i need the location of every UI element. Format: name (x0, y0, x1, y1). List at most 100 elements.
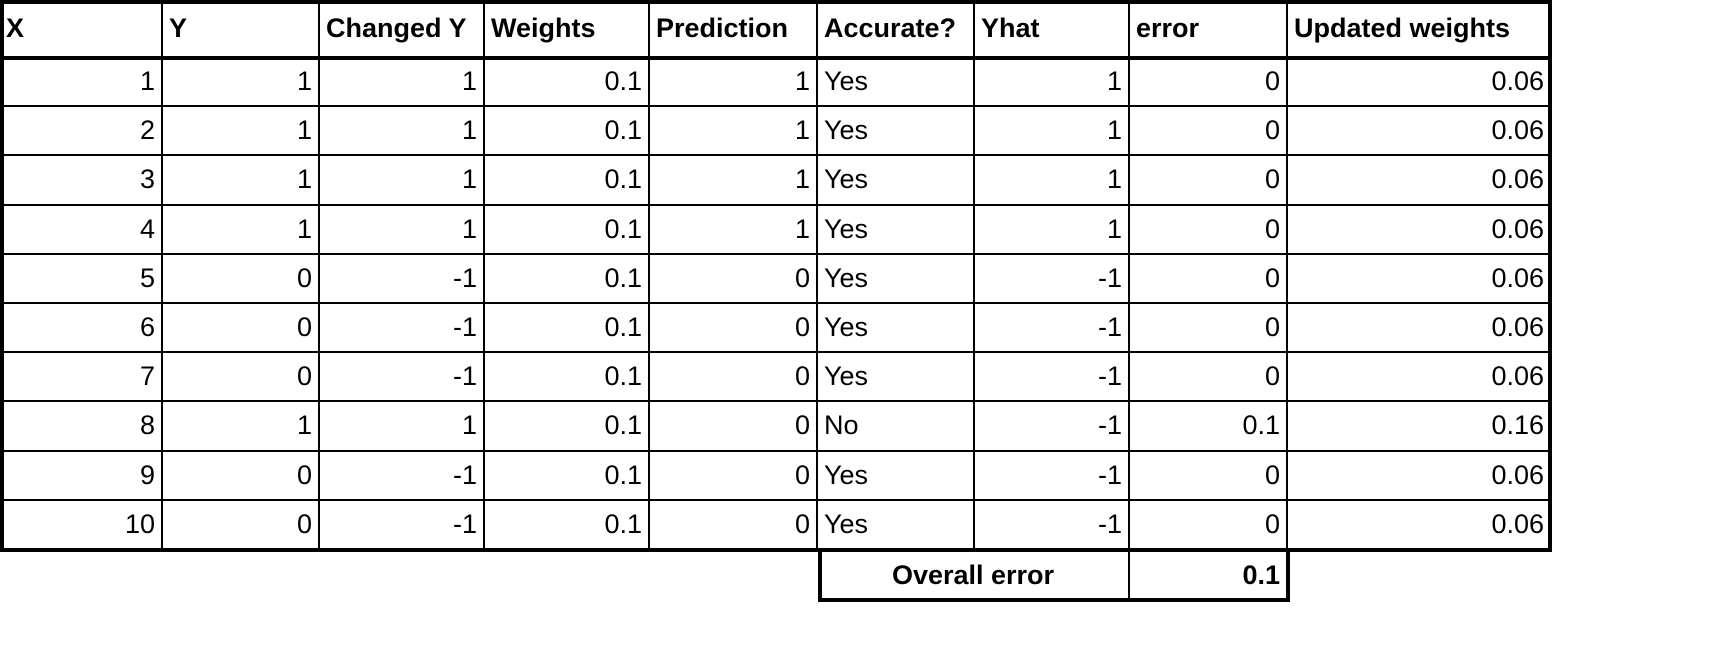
table-cell: 0 (1130, 156, 1288, 206)
table-cell: 0.16 (1288, 402, 1552, 452)
table-cell: 1 (320, 205, 485, 255)
table-cell: 0.1 (485, 254, 650, 304)
table-cell: 0.1 (485, 156, 650, 206)
table-cell: No (818, 402, 975, 452)
table-cell: 1 (975, 205, 1130, 255)
table-cell: 0.1 (485, 58, 650, 108)
table-cell: 6 (0, 304, 163, 354)
table-cell: 0 (1130, 254, 1288, 304)
table-cell: 1 (163, 107, 320, 157)
table-cell: 0.1 (1130, 402, 1288, 452)
table-cell: 0.1 (485, 500, 650, 550)
table-cell: 0.06 (1288, 58, 1552, 108)
table-cell: 9 (0, 451, 163, 501)
table-cell: 1 (0, 58, 163, 108)
table-cell: -1 (320, 304, 485, 354)
table-cell: 0.1 (485, 402, 650, 452)
table-cell: 1 (320, 107, 485, 157)
header-cell: X (0, 0, 163, 58)
table-cell: 0.06 (1288, 254, 1552, 304)
table-cell: 0 (650, 353, 818, 403)
table-cell: -1 (975, 304, 1130, 354)
table-cell: -1 (975, 451, 1130, 501)
table-cell: 3 (0, 156, 163, 206)
table-cell: 1 (163, 402, 320, 452)
table-cell: Yes (818, 304, 975, 354)
header-cell: Changed Y (320, 0, 485, 58)
table-cell: 0 (650, 254, 818, 304)
table-cell: 0 (1130, 353, 1288, 403)
table-cell: 1 (650, 58, 818, 108)
table-cell: 0 (650, 451, 818, 501)
table-cell: 1 (163, 156, 320, 206)
table-cell: 1 (320, 58, 485, 108)
table-cell: 0 (1130, 451, 1288, 501)
header-cell: Updated weights (1288, 0, 1552, 58)
table-cell: -1 (975, 402, 1130, 452)
table-cell: -1 (975, 500, 1130, 550)
table-cell: 1 (650, 107, 818, 157)
table-cell: 1 (320, 156, 485, 206)
header-cell: Y (163, 0, 320, 58)
table-cell: 0.06 (1288, 205, 1552, 255)
header-cell: error (1130, 0, 1288, 58)
table-cell: 0 (163, 254, 320, 304)
table-cell: 0 (163, 304, 320, 354)
table-cell: 1 (650, 156, 818, 206)
table-cell: 1 (320, 402, 485, 452)
table-cell: 0.1 (485, 304, 650, 354)
table-cell: 0.1 (485, 451, 650, 501)
table-cell: 0 (1130, 107, 1288, 157)
table-cell: 0 (1130, 205, 1288, 255)
table-cell: 0 (1130, 58, 1288, 108)
table-cell: 0.06 (1288, 107, 1552, 157)
table-cell: 2 (0, 107, 163, 157)
table-cell: -1 (975, 353, 1130, 403)
footer-label: Overall error (818, 550, 1130, 602)
table-cell: 0 (163, 353, 320, 403)
table-cell: 7 (0, 353, 163, 403)
table-cell: 0.1 (485, 205, 650, 255)
table-cell: 1 (975, 58, 1130, 108)
table-cell: 0 (163, 451, 320, 501)
table-cell: -1 (320, 254, 485, 304)
table-cell: 0 (163, 500, 320, 550)
table-cell: 0.06 (1288, 156, 1552, 206)
table-cell: 0.06 (1288, 451, 1552, 501)
table-cell: 4 (0, 205, 163, 255)
table-cell: 10 (0, 500, 163, 550)
header-cell: Yhat (975, 0, 1130, 58)
table-cell: 0.06 (1288, 500, 1552, 550)
table-cell: Yes (818, 205, 975, 255)
header-cell: Weights (485, 0, 650, 58)
table-cell: 0.06 (1288, 304, 1552, 354)
table-cell: 0 (650, 304, 818, 354)
table-cell: 1 (975, 107, 1130, 157)
table-cell: 0 (1130, 500, 1288, 550)
table-cell: 0.06 (1288, 353, 1552, 403)
table-cell: 8 (0, 402, 163, 452)
header-cell: Prediction (650, 0, 818, 58)
table-cell: Yes (818, 254, 975, 304)
table-cell: 1 (163, 58, 320, 108)
table-cell: Yes (818, 451, 975, 501)
table-cell: 1 (650, 205, 818, 255)
header-cell: Accurate? (818, 0, 975, 58)
footer-value: 0.1 (1130, 550, 1288, 602)
table-cell: Yes (818, 500, 975, 550)
table-cell: 1 (975, 156, 1130, 206)
table-cell: Yes (818, 107, 975, 157)
table-cell: 1 (163, 205, 320, 255)
table-cell: 0.1 (485, 353, 650, 403)
table-cell: 5 (0, 254, 163, 304)
table-cell: -1 (320, 500, 485, 550)
table-cell: 0 (650, 500, 818, 550)
table-cell: -1 (975, 254, 1130, 304)
table-cell: Yes (818, 353, 975, 403)
table-cell: -1 (320, 353, 485, 403)
table-cell: Yes (818, 156, 975, 206)
table-cell: 0 (1130, 304, 1288, 354)
table-cell: 0.1 (485, 107, 650, 157)
